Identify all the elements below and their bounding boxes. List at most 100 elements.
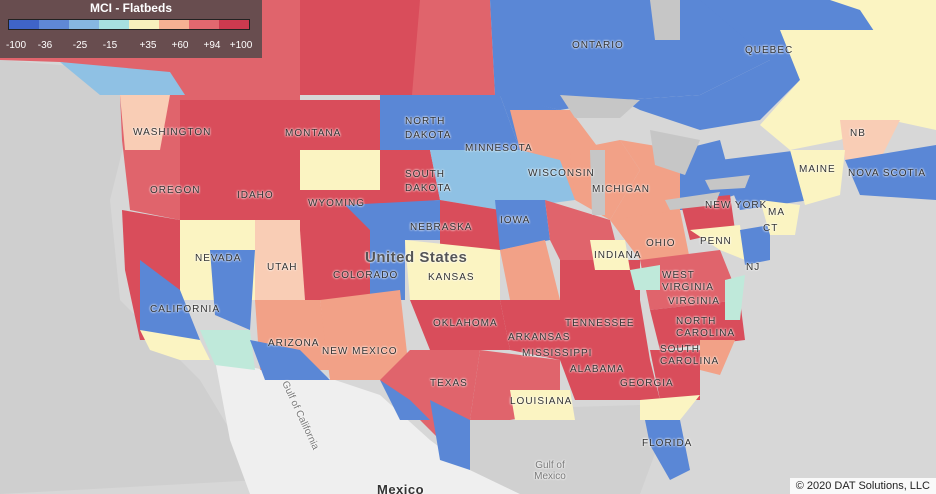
label-wyoming: WYOMING xyxy=(308,198,365,209)
label-texas: TEXAS xyxy=(430,378,468,389)
region-saskatchewan xyxy=(300,0,420,95)
label-new-mexico: NEW MEXICO xyxy=(322,346,398,357)
region-california-central xyxy=(140,260,200,350)
label-nevada: NEVADA xyxy=(195,253,242,264)
label-iowa: IOWA xyxy=(500,215,531,226)
label-ohio: OHIO xyxy=(646,238,676,249)
label-maine: MAINE xyxy=(799,164,836,175)
region-missouri-west xyxy=(500,240,560,300)
region-tennessee-mississippi xyxy=(560,300,650,360)
lake-superior xyxy=(560,95,640,118)
label-kansas: KANSAS xyxy=(428,272,475,283)
region-nb xyxy=(840,120,900,160)
region-florida xyxy=(645,420,690,480)
label-arkansas: ARKANSAS xyxy=(508,332,571,343)
legend-swatch xyxy=(159,20,189,29)
label-mississippi: MISSISSIPPI xyxy=(522,348,593,359)
label-west-virginia: WEST VIRGINIA xyxy=(662,270,714,293)
region-nova-scotia xyxy=(845,145,936,200)
region-california-desert xyxy=(200,330,255,370)
label-tennessee: TENNESSEE xyxy=(565,318,635,329)
label-new-brunswick: NB xyxy=(850,128,866,139)
region-virginia-pocket xyxy=(630,265,660,290)
legend-swatch xyxy=(69,20,99,29)
label-nebraska: NEBRASKA xyxy=(410,222,473,233)
label-idaho: IDAHO xyxy=(237,190,274,201)
region-indiana-ohio xyxy=(610,210,690,260)
label-oregon: OREGON xyxy=(150,185,201,196)
label-utah: UTAH xyxy=(267,262,298,273)
region-colorado-west xyxy=(300,230,370,300)
label-north-dakota: NORTH DAKOTA xyxy=(405,116,452,141)
legend-tick: -100 xyxy=(5,40,27,51)
label-colorado: COLORADO xyxy=(333,270,399,281)
region-pennsylvania xyxy=(690,225,745,260)
legend-swatch xyxy=(219,20,249,29)
label-nova-scotia: NOVA SCOTIA xyxy=(848,168,927,179)
lake-erie xyxy=(665,192,720,210)
label-alabama: ALABAMA xyxy=(570,364,625,375)
region-texas-west xyxy=(380,380,430,420)
region-new-mexico xyxy=(320,290,410,380)
label-pennsylvania: PENN xyxy=(700,236,732,247)
label-michigan: MICHIGAN xyxy=(592,184,650,195)
label-indiana: INDIANA xyxy=(594,250,642,261)
lake-michigan xyxy=(590,150,605,215)
region-iowa xyxy=(495,200,550,250)
legend-color-scale xyxy=(8,19,250,30)
region-kansas xyxy=(405,240,500,300)
region-delmarva xyxy=(725,275,745,320)
region-indiana xyxy=(590,240,630,270)
region-maine xyxy=(790,150,845,205)
lake-ontario xyxy=(705,175,750,190)
label-florida: FLORIDA xyxy=(642,438,693,449)
label-montana: MONTANA xyxy=(285,128,342,139)
region-labrador xyxy=(830,0,936,40)
region-bc-coast xyxy=(60,62,185,95)
region-alabama xyxy=(560,360,660,400)
lake-huron xyxy=(650,130,700,175)
label-united-states: United States xyxy=(365,249,468,266)
legend-tick: -15 xyxy=(102,40,118,51)
region-new-jersey xyxy=(740,225,770,265)
legend-tick: -36 xyxy=(37,40,53,51)
region-north-dakota xyxy=(380,95,520,150)
attribution: © 2020 DAT Solutions, LLC xyxy=(789,478,936,494)
label-georgia: GEORGIA xyxy=(620,378,674,389)
region-texas-south xyxy=(430,400,470,470)
region-florida-north xyxy=(640,395,700,420)
region-minnesota-south xyxy=(500,150,575,210)
label-quebec: QUEBEC xyxy=(745,45,794,56)
legend-tick: +60 xyxy=(171,40,189,51)
label-new-york: NEW YORK xyxy=(705,200,768,211)
label-virginia: VIRGINIA xyxy=(668,296,720,307)
label-new-jersey: NJ xyxy=(746,262,761,273)
legend-swatch xyxy=(9,20,39,29)
region-south-dakota-west xyxy=(380,150,440,205)
map-legend: MCI - Flatbeds -100 -36 -25 -15 +35 +60 … xyxy=(0,0,262,58)
label-wisconsin: WISCONSIN xyxy=(528,168,595,179)
label-california: CALIFORNIA xyxy=(150,304,221,315)
region-nebraska xyxy=(440,200,500,250)
label-gulf-of-mexico: Gulf of Mexico xyxy=(534,460,566,482)
region-utah xyxy=(255,220,305,300)
gulf-of-mexico-water xyxy=(470,405,660,494)
region-oklahoma xyxy=(410,300,510,350)
region-connecticut xyxy=(760,200,800,235)
legend-swatch xyxy=(39,20,69,29)
region-new-york xyxy=(720,150,810,210)
region-ontario-south xyxy=(680,140,735,210)
region-nevada-south xyxy=(210,250,255,330)
region-south-dakota-east xyxy=(430,150,500,210)
label-south-carolina: SOUTH CAROLINA xyxy=(660,344,720,367)
label-ontario: ONTARIO xyxy=(572,40,624,51)
region-colorado-east xyxy=(345,200,440,300)
label-south-dakota: SOUTH DAKOTA xyxy=(405,169,452,194)
pacific-ocean xyxy=(0,60,260,494)
legend-swatch xyxy=(129,20,159,29)
region-west-virginia-virginia xyxy=(640,250,740,310)
legend-tick: +100 xyxy=(229,40,253,51)
region-california-south xyxy=(140,330,210,360)
